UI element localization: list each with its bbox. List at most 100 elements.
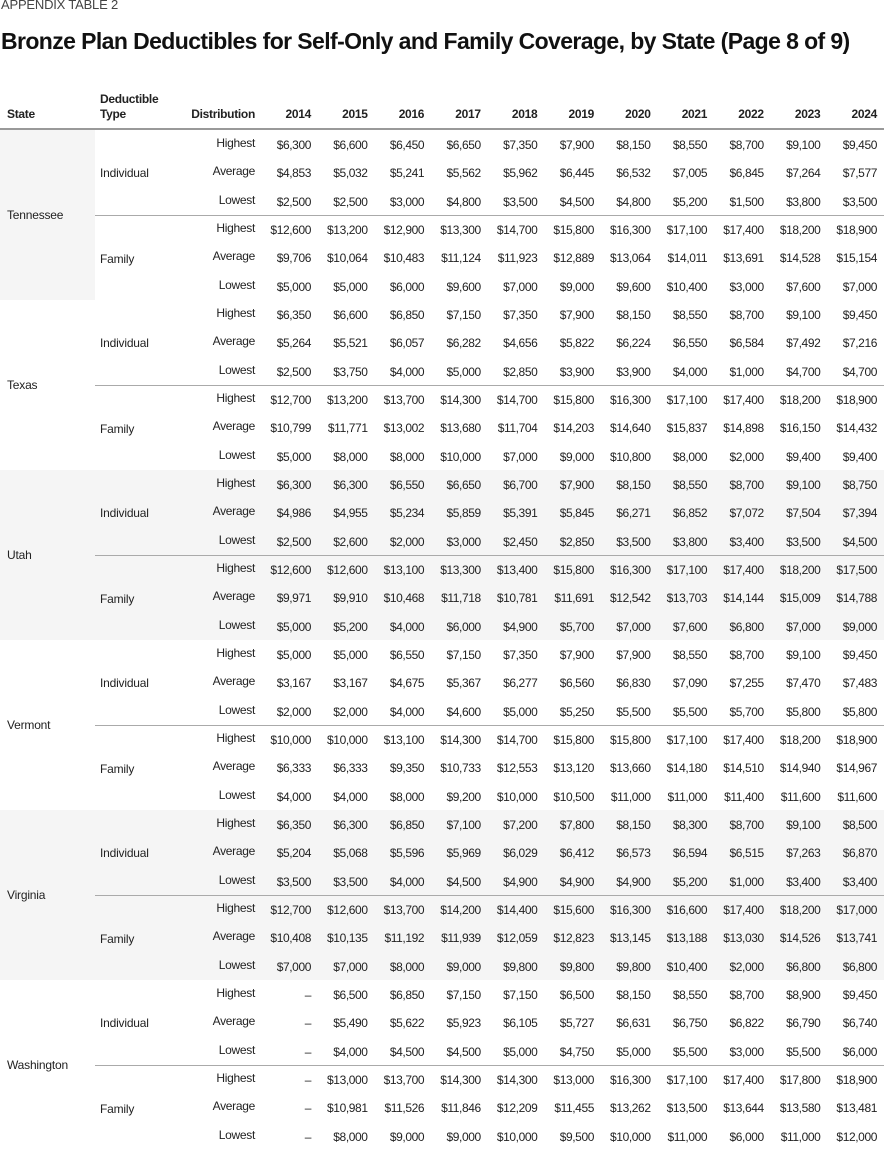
table-cell: $7,072 xyxy=(729,506,764,521)
table-cell: $4,900 xyxy=(559,874,595,889)
table-cell: $18,200 xyxy=(779,223,821,237)
table-cell: $7,470 xyxy=(786,676,821,691)
table-cell: $6,560 xyxy=(559,676,595,691)
deductible-type: Family xyxy=(100,422,135,436)
table-cell: $8,150 xyxy=(616,478,651,492)
table-cell: $8,150 xyxy=(616,308,651,322)
table-cell: $5,391 xyxy=(503,506,538,521)
table-cell: $6,412 xyxy=(559,846,595,861)
table-cell: $6,830 xyxy=(616,676,651,691)
table-cell: $6,532 xyxy=(616,166,651,181)
table-cell: $9,450 xyxy=(842,308,878,322)
table-cell: $10,799 xyxy=(270,421,311,436)
table-row: Highest $12,600 $13,200 $12,900 $13,300 $14,7… xyxy=(95,215,884,243)
table-cell: $9,000 xyxy=(446,959,481,974)
table-cell: $9,350 xyxy=(389,761,425,776)
table-cell: $6,282 xyxy=(446,336,481,351)
distribution-label: Highest xyxy=(216,816,255,830)
table-cell: $6,277 xyxy=(503,676,538,691)
table-cell: $10,483 xyxy=(383,251,425,266)
table-cell: $10,135 xyxy=(327,931,368,946)
table-cell: $7,000 xyxy=(616,619,651,634)
table-cell: $6,870 xyxy=(842,846,878,861)
table-cell: $4,675 xyxy=(389,676,425,691)
table-cell: $10,781 xyxy=(496,591,538,606)
table-cell: $4,986 xyxy=(276,506,312,521)
table-cell: $6,631 xyxy=(616,1016,651,1031)
table-cell: $4,700 xyxy=(842,364,878,379)
table-cell: $11,939 xyxy=(441,931,481,946)
table-cell: $3,000 xyxy=(446,534,481,549)
table-cell: $13,000 xyxy=(327,1073,368,1087)
distribution-label: Highest xyxy=(216,561,255,575)
table-row: Highest $12,600 $12,600 $13,100 $13,300 $13,4… xyxy=(95,555,884,583)
table-cell: $12,700 xyxy=(270,393,311,407)
table-cell: $17,400 xyxy=(723,223,764,237)
table-cell: $6,000 xyxy=(842,1044,878,1059)
table-cell: $6,057 xyxy=(389,336,425,351)
table-cell: $7,577 xyxy=(842,166,878,181)
table-cell: $8,000 xyxy=(333,449,368,464)
distribution-label: Highest xyxy=(216,306,255,320)
table-cell: $14,940 xyxy=(779,761,821,776)
table-cell: $11,400 xyxy=(724,789,764,804)
table-cell: $5,845 xyxy=(559,506,595,521)
header-year: 2019 xyxy=(568,107,595,121)
table-cell: $5,000 xyxy=(276,648,312,662)
table-cell: $8,700 xyxy=(729,478,764,492)
table-cell: $6,550 xyxy=(672,336,708,351)
table-row: Lowest – $8,000 $9,000 $9,000 $10,000 $9,500 $1… xyxy=(95,1122,884,1150)
table-cell: $4,800 xyxy=(616,194,651,209)
state-block: Utah Individual Highest $6,300 $6,300 $6,550 $… xyxy=(0,470,884,640)
table-cell: $4,800 xyxy=(446,194,481,209)
table-cell: $6,300 xyxy=(333,478,368,492)
table-cell: $7,492 xyxy=(786,336,821,351)
table-cell: $5,521 xyxy=(333,336,368,351)
table-cell: $11,526 xyxy=(384,1101,425,1116)
state-cell: Utah xyxy=(0,470,95,640)
table-cell: $6,852 xyxy=(672,506,708,521)
table-cell: $15,800 xyxy=(553,393,594,407)
table-cell: $5,000 xyxy=(333,648,368,662)
table-cell: $5,000 xyxy=(616,1044,651,1059)
table-cell: $3,900 xyxy=(559,364,595,379)
table-cell: $9,450 xyxy=(842,648,878,662)
distribution-label: Average xyxy=(212,929,256,944)
table-row: Highest $5,000 $5,000 $6,550 $7,150 $7,350 $7,… xyxy=(95,640,884,668)
distribution-label: Highest xyxy=(216,1071,255,1085)
table-cell: $6,650 xyxy=(446,478,481,492)
table-row: Average $9,706 $10,064 $10,483 $11,124 $11,92… xyxy=(95,243,884,271)
header-state: State xyxy=(7,107,35,121)
table-cell: $14,011 xyxy=(667,251,708,266)
table-row: Lowest $3,500 $3,500 $4,000 $4,500 $4,900 $4,9… xyxy=(95,867,884,895)
table-cell: $7,000 xyxy=(333,959,368,974)
table-cell: $13,120 xyxy=(553,761,594,776)
table-cell: $10,400 xyxy=(666,959,708,974)
table-cell: $8,550 xyxy=(672,648,708,662)
table-cell: $11,846 xyxy=(441,1101,481,1116)
table-cell: $6,790 xyxy=(786,1016,821,1031)
state-cell: Tennessee xyxy=(0,130,95,300)
table-cell: $6,300 xyxy=(276,138,312,152)
table-row: Lowest $5,000 $8,000 $8,000 $10,000 $7,000 $9,… xyxy=(95,442,884,470)
distribution-label: Lowest xyxy=(218,872,256,887)
header-type-line2: Type xyxy=(100,107,126,121)
distribution-label: Average xyxy=(212,249,256,264)
deductible-type-group: Family Highest – $13,000 $13,700 $14,300 $14,3… xyxy=(95,1065,884,1151)
state-cell: Texas xyxy=(0,300,95,470)
table-cell: $6,600 xyxy=(333,308,368,322)
table-cell: $6,300 xyxy=(276,478,312,492)
table-cell: $7,900 xyxy=(559,138,595,152)
table-cell: $2,000 xyxy=(276,704,312,719)
distribution-label: Lowest xyxy=(218,1042,256,1057)
table-cell: $7,150 xyxy=(446,988,481,1002)
table-cell: $6,740 xyxy=(842,1016,878,1031)
state-name: Tennessee xyxy=(7,208,64,222)
table-cell: $9,100 xyxy=(786,138,821,152)
table-cell: $5,500 xyxy=(672,704,708,719)
table-cell: $7,005 xyxy=(672,166,708,181)
state-name: Virginia xyxy=(7,888,46,902)
table-cell: $13,300 xyxy=(440,223,481,237)
table-cell: $7,255 xyxy=(729,676,764,691)
table-cell: $5,200 xyxy=(672,874,708,889)
